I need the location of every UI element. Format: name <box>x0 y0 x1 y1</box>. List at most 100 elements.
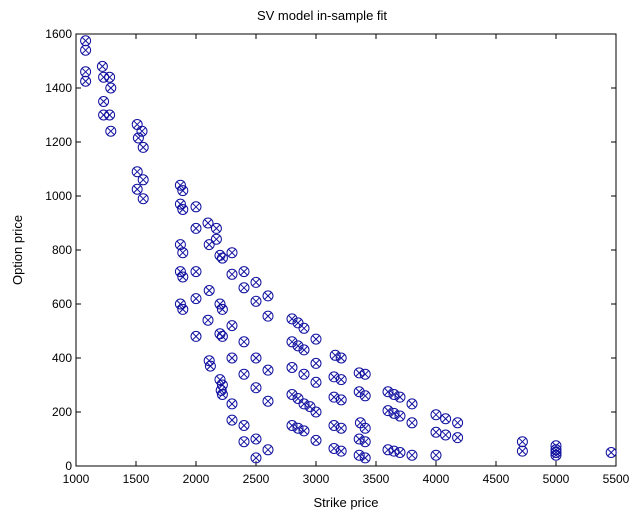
x-tick-label: 3000 <box>303 472 330 486</box>
data-point <box>359 436 371 448</box>
data-point-circle <box>174 179 186 191</box>
data-point <box>238 420 250 431</box>
data-point-cross <box>178 186 187 195</box>
data-point-cross <box>240 283 248 292</box>
chart-title: SV model in-sample fit <box>257 8 387 23</box>
data-point <box>262 364 274 376</box>
data-point <box>335 394 347 406</box>
data-point-cross <box>408 451 416 460</box>
data-point-cross <box>228 400 236 408</box>
data-point-cross <box>312 378 320 387</box>
data-point-circle <box>359 368 371 380</box>
data-point-circle <box>238 282 250 294</box>
data-point <box>216 252 228 264</box>
data-point-circle <box>226 320 238 332</box>
data-point <box>298 368 310 380</box>
data-point-cross <box>105 73 114 82</box>
data-point-circle <box>262 310 274 322</box>
data-point <box>286 388 298 400</box>
data-point-cross <box>192 332 200 341</box>
data-point-circle <box>132 132 144 144</box>
data-point-circle <box>174 298 186 310</box>
data-point <box>516 445 528 457</box>
x-tick-label: 3500 <box>363 472 390 486</box>
data-point-cross <box>312 335 320 343</box>
x-tick-label: 2500 <box>243 472 270 486</box>
data-point <box>250 352 262 364</box>
data-point-circle <box>286 336 298 348</box>
data-point-cross <box>252 354 260 362</box>
data-point-cross <box>300 370 308 379</box>
data-point-circle <box>190 201 202 213</box>
plot-area <box>75 33 617 467</box>
data-point <box>104 71 116 83</box>
data-point <box>190 330 202 342</box>
data-point-circle <box>430 449 442 461</box>
data-point-circle <box>335 422 347 434</box>
data-point <box>174 179 186 191</box>
data-point <box>202 217 214 229</box>
data-point-cross <box>106 84 115 92</box>
data-point-cross <box>300 324 308 333</box>
data-point <box>250 452 262 464</box>
data-point <box>250 276 262 288</box>
data-point-circle <box>137 174 149 186</box>
x-tick-label: 1500 <box>123 472 150 486</box>
data-point-cross <box>178 248 187 257</box>
data-point-cross <box>176 240 185 249</box>
data-point <box>226 320 238 332</box>
data-point-circle <box>286 420 298 431</box>
data-point-cross <box>176 300 185 308</box>
data-point-cross <box>205 286 214 295</box>
data-point-cross <box>552 448 560 457</box>
data-point-circle <box>250 352 262 364</box>
data-point-cross <box>453 433 462 442</box>
data-point-circle <box>286 388 298 400</box>
data-point-cross <box>264 445 272 454</box>
data-point-cross <box>133 120 142 129</box>
data-point-circle <box>202 314 214 326</box>
data-point-cross <box>81 77 90 86</box>
data-point-cross <box>81 67 90 76</box>
data-point <box>329 349 341 361</box>
data-point-cross <box>361 370 370 379</box>
data-point-circle <box>226 414 238 426</box>
data-point <box>262 395 274 407</box>
data-point <box>216 330 228 342</box>
data-point-circle <box>406 398 418 410</box>
data-point-circle <box>406 417 418 429</box>
data-point-circle <box>298 344 310 356</box>
data-point <box>96 60 108 72</box>
data-point-cross <box>218 381 227 389</box>
data-point-cross <box>192 202 200 211</box>
data-point <box>430 409 442 421</box>
data-point-circle <box>250 433 262 445</box>
data-point-cross <box>218 390 227 399</box>
data-point-circle <box>452 432 464 444</box>
data-point <box>174 266 186 278</box>
data-point-circle <box>550 449 562 461</box>
data-point-circle <box>310 357 322 369</box>
data-point-circle <box>286 313 298 325</box>
data-point <box>286 420 298 431</box>
data-point-cross <box>192 294 200 303</box>
data-point-cross <box>252 454 260 462</box>
data-point-cross <box>355 435 364 443</box>
data-point-circle <box>105 82 117 94</box>
data-point-circle <box>250 276 262 288</box>
data-point <box>177 204 189 215</box>
data-point-cross <box>361 454 370 462</box>
data-point-cross <box>396 448 404 457</box>
data-point-circle <box>394 391 406 403</box>
data-point-circle <box>394 410 406 422</box>
data-point-cross <box>453 418 462 427</box>
data-point <box>104 109 116 121</box>
data-point-circle <box>174 198 186 210</box>
data-point-circle <box>216 252 228 264</box>
data-point-cross <box>240 337 248 346</box>
data-point <box>550 449 562 461</box>
data-point <box>452 432 464 444</box>
data-point <box>216 303 228 315</box>
data-point-circle <box>359 422 371 434</box>
